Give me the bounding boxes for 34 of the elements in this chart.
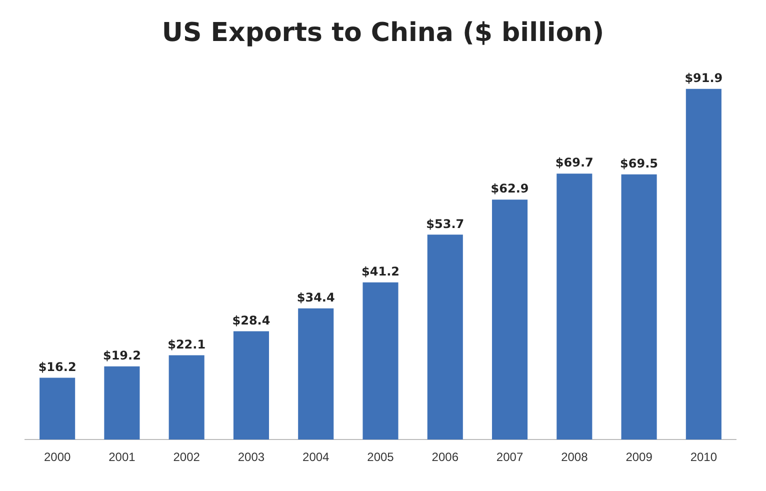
data-label: $53.7: [426, 216, 464, 231]
bar: [40, 378, 76, 440]
bar: [298, 308, 334, 440]
data-label: $34.4: [296, 290, 335, 304]
data-label: $19.2: [102, 348, 141, 362]
x-tick-label: 2000: [44, 450, 71, 464]
bar: [556, 174, 592, 440]
x-tick-label: 2002: [173, 450, 200, 464]
bar: [233, 331, 270, 440]
data-label: $62.9: [490, 182, 529, 196]
bar: [492, 200, 528, 440]
x-tick-label: 2010: [690, 450, 718, 464]
data-label: $69.5: [620, 156, 658, 171]
x-tick-label: 2003: [238, 450, 265, 464]
bar: [686, 88, 722, 440]
chart-title: US Exports to China ($ billion): [160, 18, 606, 48]
bar: [427, 234, 463, 440]
data-label: $22.1: [168, 337, 206, 352]
x-tick-label: 2006: [432, 450, 459, 464]
x-tick-label: 2001: [108, 450, 136, 464]
x-tick-label: 2005: [367, 450, 394, 464]
bar: [104, 366, 140, 440]
bar: [168, 355, 204, 440]
data-label: $28.4: [232, 313, 270, 328]
data-label: $16.2: [38, 360, 76, 374]
x-tick-label: 2008: [561, 450, 588, 464]
x-tick-label: 2009: [626, 450, 653, 464]
data-label: $41.2: [362, 264, 400, 279]
x-tick-label: 2007: [496, 450, 524, 464]
data-label: $69.7: [555, 156, 594, 170]
bar: [621, 174, 657, 440]
bar: [362, 282, 398, 440]
x-tick-label: 2004: [302, 450, 330, 464]
data-label: $91.9: [684, 71, 723, 86]
